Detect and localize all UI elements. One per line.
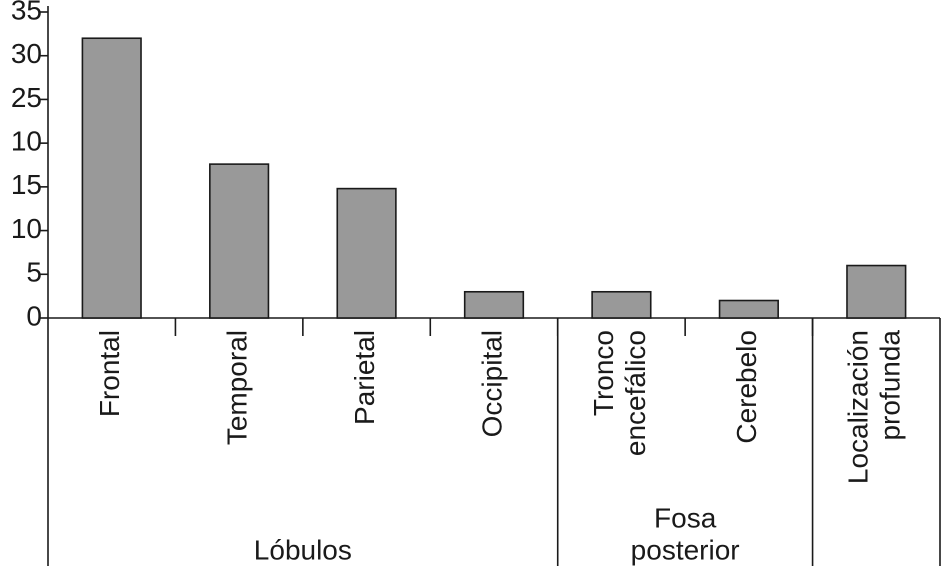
y-tick-label: 35: [11, 0, 42, 25]
y-tick-label: 15: [11, 169, 42, 200]
y-tick-label: 10: [11, 213, 42, 244]
x-tick-label: Frontal: [94, 330, 125, 417]
y-tick-label: 5: [26, 257, 42, 288]
bar: [846, 264, 907, 319]
bar: [718, 299, 779, 319]
bar: [463, 290, 525, 319]
y-tick-label: 30: [11, 38, 42, 69]
y-tick-label: 25: [11, 82, 42, 113]
y-tick-label: 10: [11, 126, 42, 157]
x-tick-label: encefálico: [620, 330, 651, 456]
x-tick-label: Tronco: [588, 330, 619, 416]
group-label: posterior: [631, 534, 740, 565]
x-tick-label: Cerebelo: [731, 330, 762, 444]
bar: [336, 187, 397, 319]
group-label: Lóbulos: [254, 534, 352, 565]
x-tick-label: Localización: [843, 330, 874, 484]
x-tick-label: profunda: [875, 330, 906, 441]
x-tick-label: Parietal: [349, 330, 380, 425]
bar: [81, 37, 142, 319]
x-tick-label: Occipital: [476, 330, 507, 437]
group-label: Fosa: [654, 502, 717, 533]
x-tick-label: Temporal: [222, 330, 253, 445]
y-tick-label: 0: [26, 300, 42, 331]
bar: [591, 290, 652, 319]
bar: [209, 163, 270, 319]
